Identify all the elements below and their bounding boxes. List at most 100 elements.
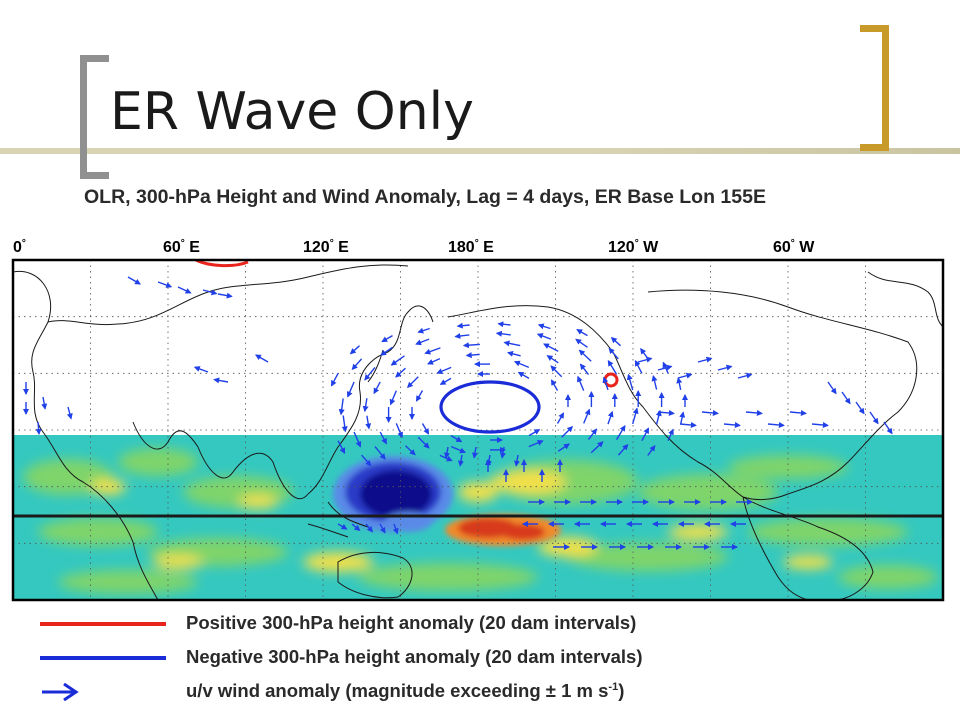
wind-vector-arrow: [395, 423, 403, 439]
longitude-label: 180° E: [448, 238, 494, 256]
wind-vector-arrow: [341, 415, 348, 433]
wind-vector-arrow: [550, 365, 563, 378]
wind-vector-arrow: [789, 409, 807, 416]
wind-vector-arrow: [374, 446, 386, 460]
wind-vector-arrow: [528, 440, 544, 448]
wind-vector-arrow: [528, 428, 541, 437]
wind-vector-arrow: [607, 410, 614, 425]
wind-vector-arrow: [717, 364, 733, 371]
wind-vector-arrow: [536, 333, 552, 340]
longitude-label: 60° E: [163, 238, 200, 256]
right-bracket-decoration: [860, 25, 889, 151]
wind-vector-arrow: [657, 364, 673, 371]
wind-vectors: [23, 276, 893, 550]
wind-vector-arrow: [610, 337, 621, 347]
wind-vector-arrow: [617, 443, 629, 456]
wind-vector-arrow: [869, 411, 879, 425]
wind-vector-arrow: [507, 350, 521, 357]
wind-vector-arrow: [406, 376, 419, 389]
negative-height-contour: [439, 380, 541, 434]
wind-vector-arrow: [811, 421, 829, 428]
wind-vector-arrow: [439, 377, 452, 386]
wind-vector-arrow: [202, 289, 218, 296]
wind-vector-arrow: [417, 327, 430, 334]
south-america: [742, 496, 874, 600]
wind-vector-arrow: [827, 381, 837, 395]
east-asia-coast: [307, 305, 434, 495]
wind-vector-arrow: [855, 401, 865, 415]
wind-vector-arrow: [66, 406, 73, 420]
wind-vector-arrow: [697, 356, 713, 363]
wind-vector-arrow: [575, 338, 588, 348]
wind-vector-arrow: [607, 359, 618, 375]
wind-vector-arrow: [177, 286, 192, 294]
longitude-labels: 0° 60° E 120° E 180° E 120° W 60° W: [13, 238, 815, 256]
wind-vector-arrow: [550, 379, 559, 391]
legend-wind: u/v wind anomaly (magnitude exceeding ± …: [40, 680, 940, 704]
wind-vector-arrow: [590, 441, 604, 454]
wind-vector-arrow: [679, 411, 686, 425]
wind-vector-arrow: [486, 454, 492, 467]
positive-height-contour-north: [195, 260, 249, 268]
wind-vector-arrow: [556, 412, 565, 424]
longitude-label: 60° W: [773, 238, 815, 256]
wind-legend-main: u/v wind anomaly (magnitude exceeding ± …: [186, 680, 609, 701]
wind-vector-arrow: [213, 377, 229, 384]
wind-vector-arrow: [444, 446, 450, 459]
wind-vector-arrow: [450, 434, 463, 443]
wind-vector-arrow: [458, 454, 464, 467]
wind-vector-arrow: [379, 523, 386, 534]
positive-swatch-line: [40, 622, 166, 626]
wind-vector-arrow: [365, 523, 374, 533]
wind-vector-arrow: [255, 354, 269, 363]
wind-vector-arrow: [841, 391, 851, 405]
wind-legend-exponent: -1: [608, 680, 619, 693]
north-america-east-coast: [647, 289, 918, 501]
wind-vector-arrow: [351, 358, 363, 371]
wind-vector-arrow: [415, 390, 424, 402]
wind-vector-arrow: [579, 363, 590, 376]
wind-vector-arrow: [346, 381, 355, 398]
wind-vector-arrow: [193, 366, 209, 373]
wind-vector-arrow: [392, 523, 399, 535]
wind-vector-arrow: [456, 322, 470, 329]
wind-vector-arrow: [577, 375, 585, 391]
wind-vector-arrow: [583, 408, 591, 424]
wind-vector-arrow: [362, 398, 369, 413]
wind-vector-arrow: [395, 367, 406, 378]
australia: [337, 551, 413, 599]
wind-vector-arrow: [35, 421, 42, 435]
wind-vector-arrow: [500, 446, 506, 459]
wind-vector-arrow: [587, 428, 598, 440]
wind-vector-arrow: [389, 390, 397, 406]
wind-vector-arrow: [543, 343, 559, 352]
wind-vector-arrow: [647, 444, 656, 456]
wind-vector-arrow: [462, 342, 480, 349]
wind-vector-arrow: [602, 376, 609, 391]
wind-vector-arrow: [701, 409, 719, 416]
wind-vector-arrow: [405, 445, 416, 456]
wind-vector-arrow: [634, 360, 643, 374]
wind-vector-arrow: [578, 349, 592, 362]
wind-vector-arrow: [641, 427, 650, 442]
wind-vector-arrow: [503, 340, 521, 347]
wind-vector-arrow: [41, 396, 48, 410]
legend-negative: Negative 300-hPa height anomaly (20 dam …: [40, 646, 940, 670]
wind-vector-arrow: [353, 431, 362, 448]
wind-vector-arrow: [517, 371, 530, 380]
lat-lon-grid: [13, 260, 943, 600]
wind-vector-arrow: [127, 276, 141, 285]
wind-vector-arrow: [497, 321, 511, 328]
negative-legend-label: Negative 300-hPa height anomaly (20 dam …: [186, 646, 643, 667]
wind-vector-arrow: [217, 292, 233, 299]
wind-vector-arrow: [351, 523, 361, 532]
wind-vector-arrow: [537, 323, 551, 330]
wind-vector-arrow: [390, 355, 405, 366]
wind-vector-arrow: [655, 409, 662, 425]
wind-vector-arrow: [454, 333, 470, 339]
wind-legend-close: ): [618, 680, 625, 701]
wind-arrow-icon: [42, 682, 79, 702]
wind-vector-arrow: [767, 421, 785, 428]
map-figure: 0° 60° E 120° E 180° E 120° W 60° W: [11, 238, 945, 602]
